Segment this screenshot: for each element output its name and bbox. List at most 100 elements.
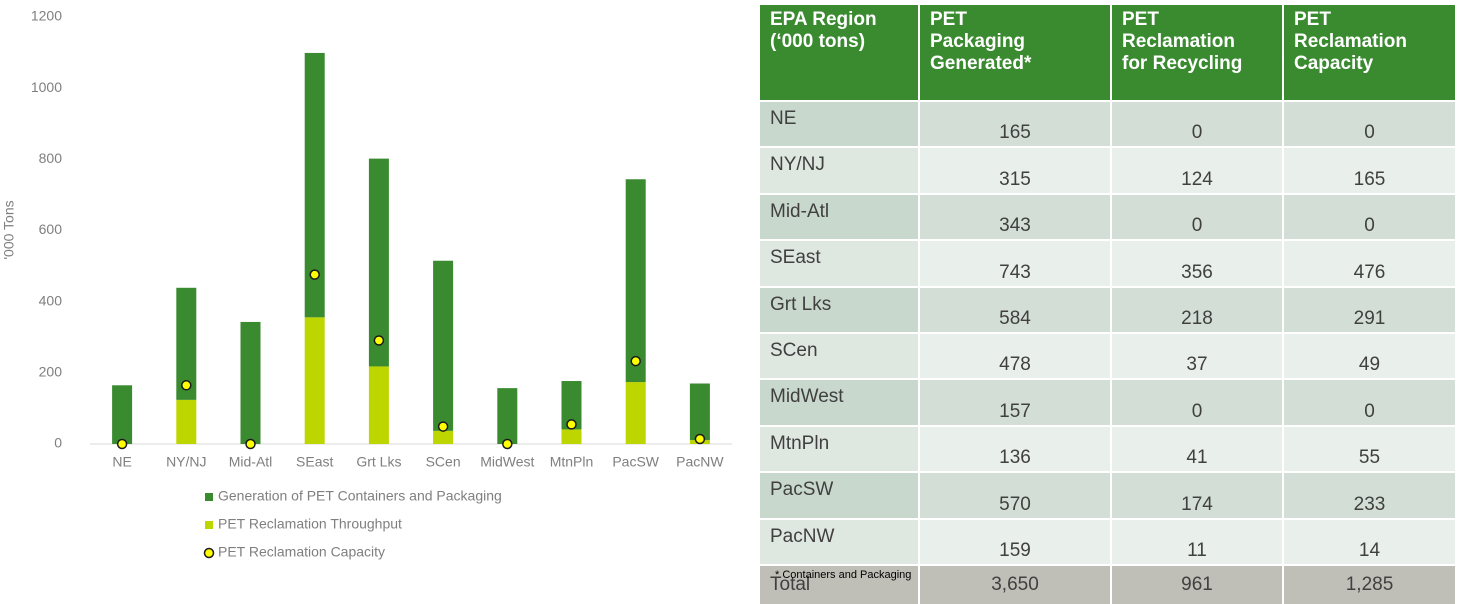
bar-segment (433, 260, 454, 431)
table-row: Grt Lks 584 218 291 (758, 285, 1455, 333)
table-row: MidWest 157 0 0 (758, 378, 1455, 426)
table-body: NE 165 0 0 NY/NJ 315 124 165 Mid-Atl 343 0 0 SEast 74… (758, 99, 1455, 604)
header-row: EPA Region (‘000 tons) PET Packaging Gene… (758, 5, 1455, 101)
value-cell: 233 (1282, 471, 1455, 519)
value-cell: 315 (918, 146, 1111, 194)
value-cell: 124 (1110, 146, 1283, 194)
table-row: PacNW 159 11 14 (758, 517, 1455, 565)
y-tick-label: 0 (54, 435, 62, 451)
capacity-point (502, 438, 513, 450)
value-cell: 476 (1282, 239, 1455, 287)
bar-segment (368, 366, 389, 444)
capacity-point (630, 355, 641, 367)
x-tick-label: Grt Lks (356, 454, 401, 470)
region-cell: PacNW (758, 517, 919, 565)
bar-segment (561, 381, 582, 430)
value-cell: 0 (1110, 192, 1283, 241)
x-tick-label: NY/NJ (166, 454, 206, 470)
table-row: PacSW 570 174 233 (758, 471, 1455, 519)
value-cell: 291 (1282, 285, 1455, 333)
value-cell: 41 (1110, 424, 1283, 473)
bar-segment (368, 158, 389, 367)
value-cell: 584 (918, 285, 1111, 333)
footnote: * Containers and Packaging (775, 569, 912, 581)
table-row: MtnPln 136 41 55 (758, 424, 1455, 473)
header-cell: PET Reclamation for Recycling (1110, 5, 1283, 101)
capacity-point (566, 419, 577, 430)
bar-segment (304, 52, 325, 318)
region-cell: SEast (758, 239, 919, 287)
legend-label: PET Reclamation Capacity (218, 544, 385, 560)
x-tick-label: SCen (426, 454, 461, 470)
header-cell: EPA Region (‘000 tons) (758, 5, 919, 101)
bar-segment (304, 317, 325, 444)
page: '000 Tons 0 200 400 600 800 1000 1200 NE NY/NJ Mi… (0, 5, 1455, 604)
value-cell: 961 (1110, 563, 1283, 604)
bar-segment (240, 321, 261, 444)
value-cell: 0 (1282, 99, 1455, 148)
x-tick-label: SEast (296, 454, 333, 470)
x-tick-label: PacNW (676, 454, 724, 470)
x-tick-label: MtnPln (550, 454, 594, 470)
bar-segment (625, 179, 646, 383)
y-tick-label: 800 (39, 150, 63, 166)
table-row: NE 165 0 0 (758, 99, 1455, 148)
legend-marker (205, 521, 213, 529)
region-cell: MtnPln (758, 424, 919, 473)
header-cell: PET Packaging Generated* (918, 5, 1111, 101)
value-cell: 0 (1282, 192, 1455, 241)
value-cell: 55 (1282, 424, 1455, 473)
value-cell: 356 (1110, 239, 1283, 287)
legend-label: PET Reclamation Throughput (218, 516, 402, 532)
value-cell: 174 (1110, 471, 1283, 519)
value-cell: 136 (918, 424, 1111, 473)
value-cell: 3,650 (918, 563, 1111, 604)
value-cell: 157 (918, 378, 1111, 426)
x-tick-label: MidWest (480, 454, 534, 470)
value-cell: 165 (918, 99, 1111, 148)
capacity-point (181, 380, 192, 391)
value-cell: 165 (1282, 146, 1455, 194)
value-cell: 159 (918, 517, 1111, 565)
capacity-point (694, 433, 706, 445)
region-cell: PacSW (758, 471, 919, 519)
region-cell: Mid-Atl (758, 192, 919, 241)
value-cell: 743 (918, 239, 1111, 287)
region-cell: MidWest (758, 378, 919, 426)
region-cell: Grt Lks (758, 285, 919, 333)
bar-segment (176, 399, 197, 444)
bar-segment (561, 429, 582, 444)
table-row: SEast 743 356 476 (758, 239, 1455, 287)
region-cell: SCen (758, 331, 919, 380)
bar-segment (176, 287, 197, 400)
chart: '000 Tons 0 200 400 600 800 1000 1200 NE NY/NJ Mi… (1, 8, 732, 560)
x-tick-label: PacSW (612, 454, 659, 470)
bar-segment (112, 385, 133, 444)
value-cell: 14 (1282, 517, 1455, 565)
data-table: EPA Region (‘000 tons) PET Packaging Gene… (758, 5, 1455, 604)
region-cell: NY/NJ (758, 146, 919, 194)
value-cell: 37 (1110, 331, 1283, 380)
y-tick-label: 200 (39, 364, 63, 380)
bar-segment (689, 383, 710, 441)
capacity-point (116, 438, 128, 450)
capacity-point (309, 269, 320, 280)
capacity-point (245, 438, 256, 450)
value-cell: 570 (918, 471, 1111, 519)
bar-segment (433, 430, 454, 444)
y-tick-label: 1200 (31, 8, 62, 24)
y-tick-label: 400 (39, 292, 63, 308)
capacity-point (373, 335, 385, 346)
value-cell: 49 (1282, 331, 1455, 380)
x-tick-label: NE (112, 454, 131, 470)
value-cell: 343 (918, 192, 1111, 241)
legend-marker (205, 493, 213, 501)
table-row: SCen 478 37 49 (758, 331, 1455, 380)
value-cell: 11 (1110, 517, 1283, 565)
x-tick-label: Mid-Atl (229, 454, 273, 470)
value-cell: 0 (1110, 378, 1283, 426)
table-row: NY/NJ 315 124 165 (758, 146, 1455, 194)
y-tick-label: 600 (39, 221, 63, 237)
bar-segment (497, 388, 518, 444)
table-row: Mid-Atl 343 0 0 (758, 192, 1455, 241)
